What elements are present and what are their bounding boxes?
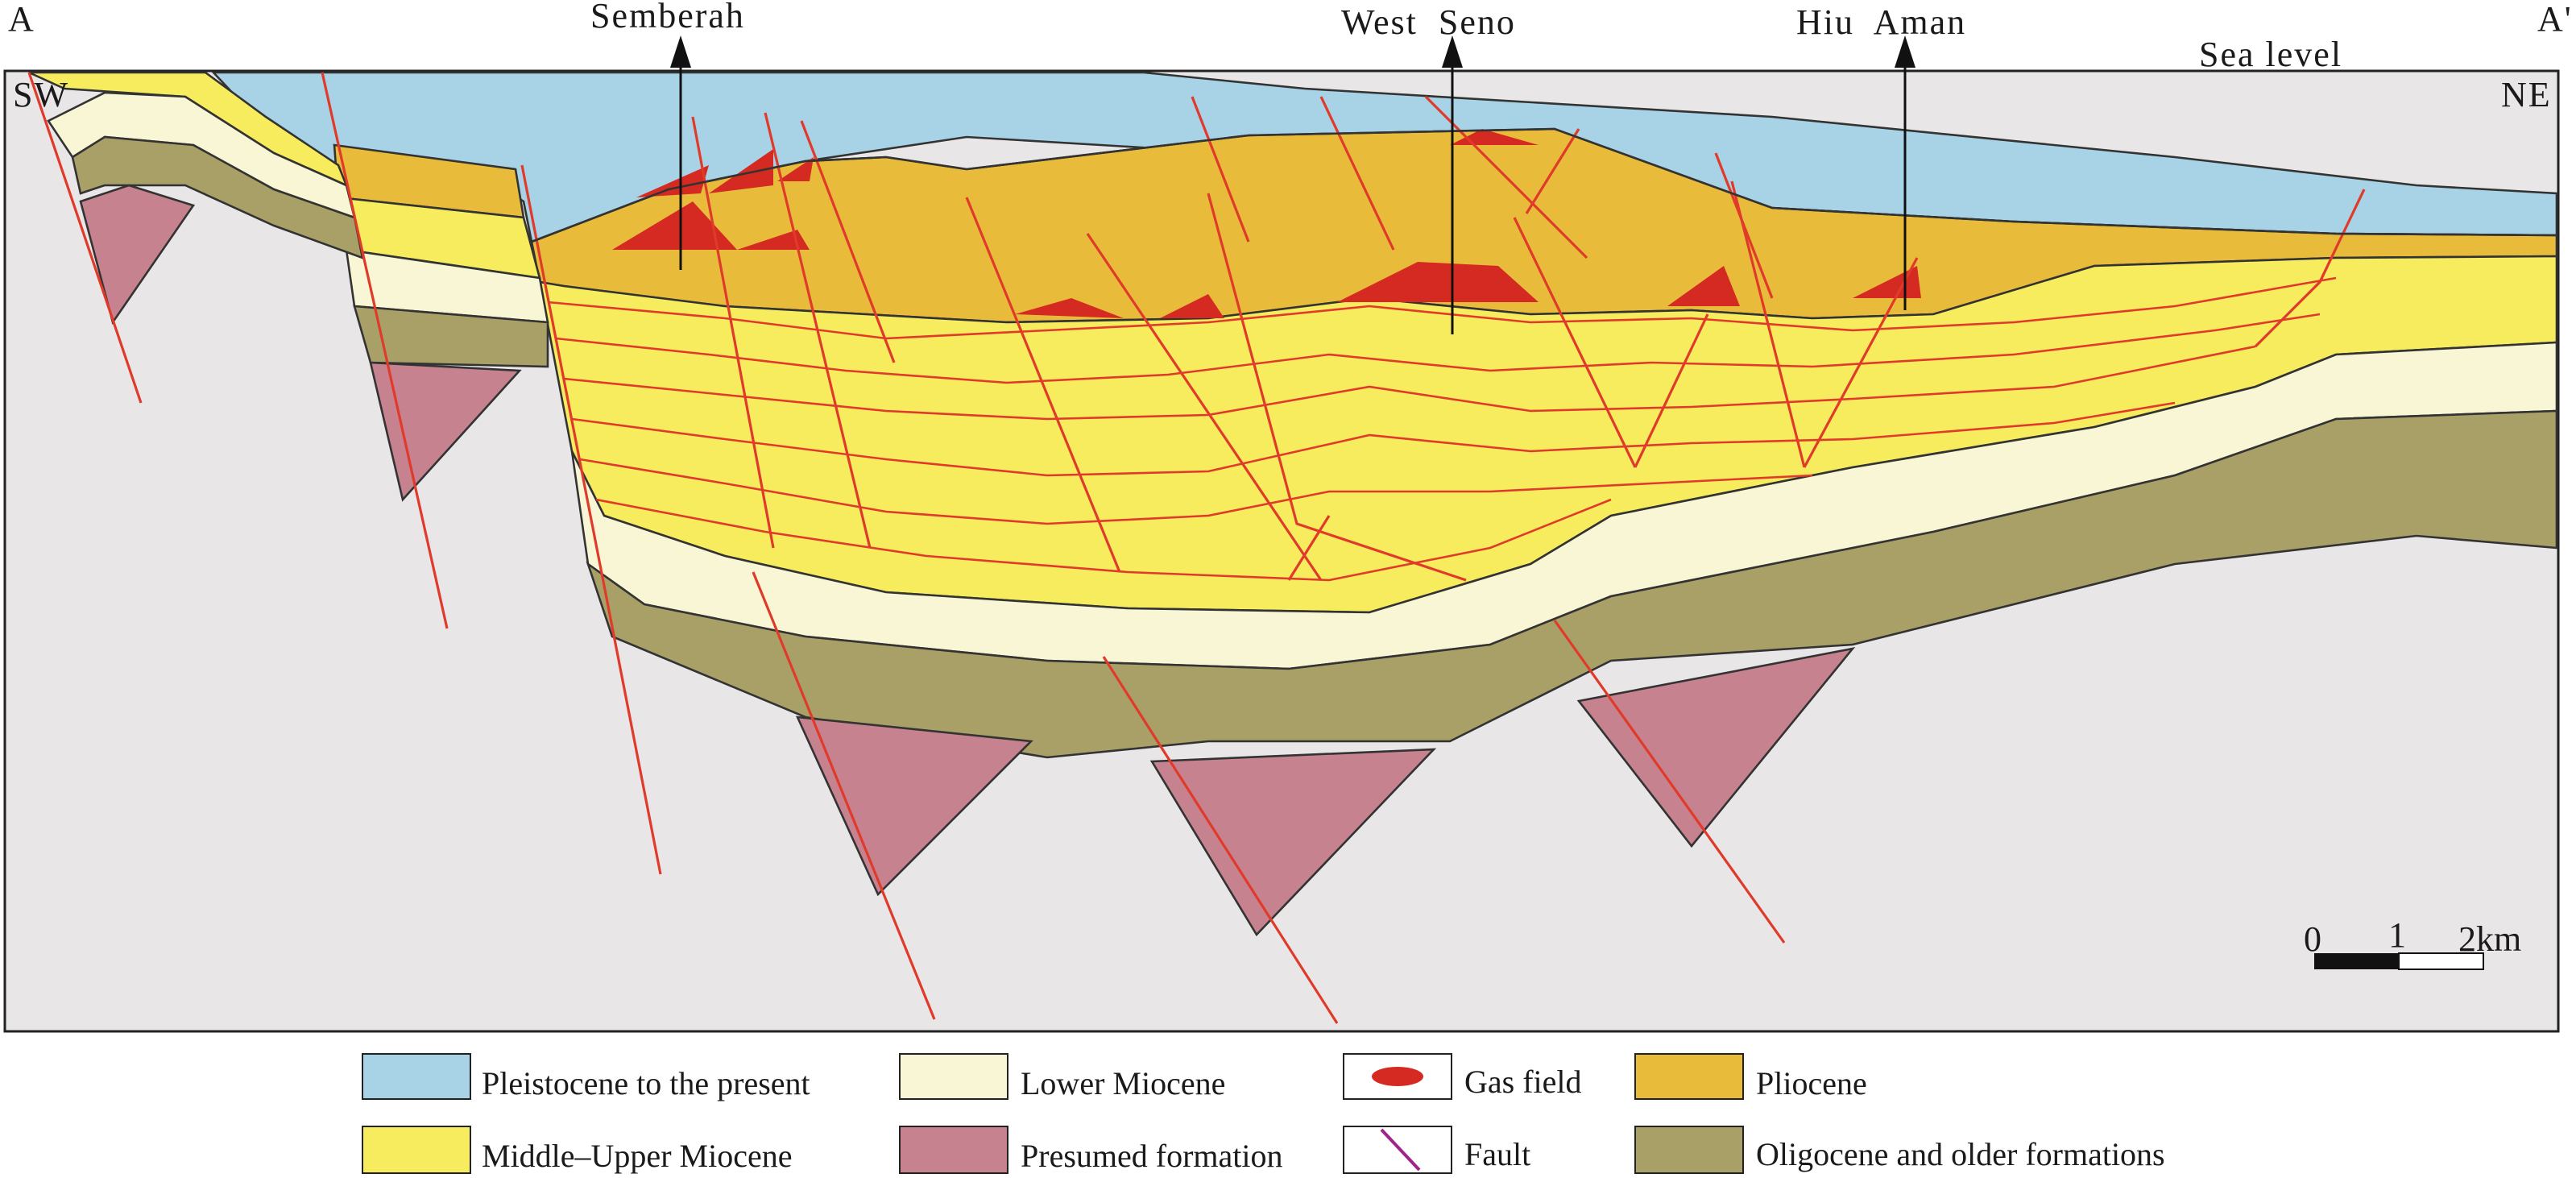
scale-tick-2: 2km	[2458, 919, 2521, 959]
scale-tick-0: 0	[2304, 919, 2321, 959]
sea-level-label: Sea level	[2199, 35, 2342, 74]
layer-oligocene-sw	[353, 305, 549, 368]
well-west-seno: West Seno	[1341, 2, 1516, 334]
legend-label-pleistocene: Pleistocene to the present	[482, 1065, 810, 1101]
internal-horizons	[547, 276, 2337, 582]
well-label-semberah: Semberah	[590, 0, 745, 35]
legend-label-lower-miocene: Lower Miocene	[1021, 1065, 1225, 1101]
presumed-formation-1	[79, 184, 196, 326]
legend-label-pliocene: Pliocene	[1756, 1065, 1867, 1101]
presumed-formation-5	[1576, 647, 1856, 848]
direction-ne: NE	[2501, 75, 2552, 114]
well-semberah: Semberah	[590, 0, 745, 270]
legend-label-oligocene: Oligocene and older formations	[1756, 1136, 2165, 1172]
legend: Pleistocene to the present Lower Miocene…	[362, 1053, 2165, 1174]
scale-bar: 0 1 2km	[2304, 915, 2521, 970]
presumed-formation-3	[795, 716, 1033, 897]
layer-oligocene	[586, 409, 2558, 759]
well-hiu-aman: Hiu Aman	[1796, 2, 1966, 310]
legend-label-middle-upper-miocene: Middle–Upper Miocene	[482, 1138, 792, 1174]
section-end-a: A	[8, 0, 35, 39]
section-end-a-prime: A'	[2537, 0, 2573, 39]
legend-label-gas-field: Gas field	[1464, 1064, 1582, 1100]
legend-label-fault: Fault	[1464, 1136, 1530, 1172]
scale-tick-1: 1	[2388, 915, 2406, 955]
layer-oligocene-far-sw	[71, 135, 364, 260]
presumed-formation-4	[1149, 748, 1437, 937]
well-label-west-seno: West Seno	[1341, 2, 1516, 42]
seafloor-line	[531, 127, 2557, 243]
legend-label-presumed-formation: Presumed formation	[1021, 1138, 1283, 1174]
presumed-formation-2	[369, 361, 522, 502]
well-label-hiu-aman: Hiu Aman	[1796, 2, 1966, 42]
faults	[27, 72, 2366, 1024]
direction-sw: SW	[13, 75, 69, 114]
